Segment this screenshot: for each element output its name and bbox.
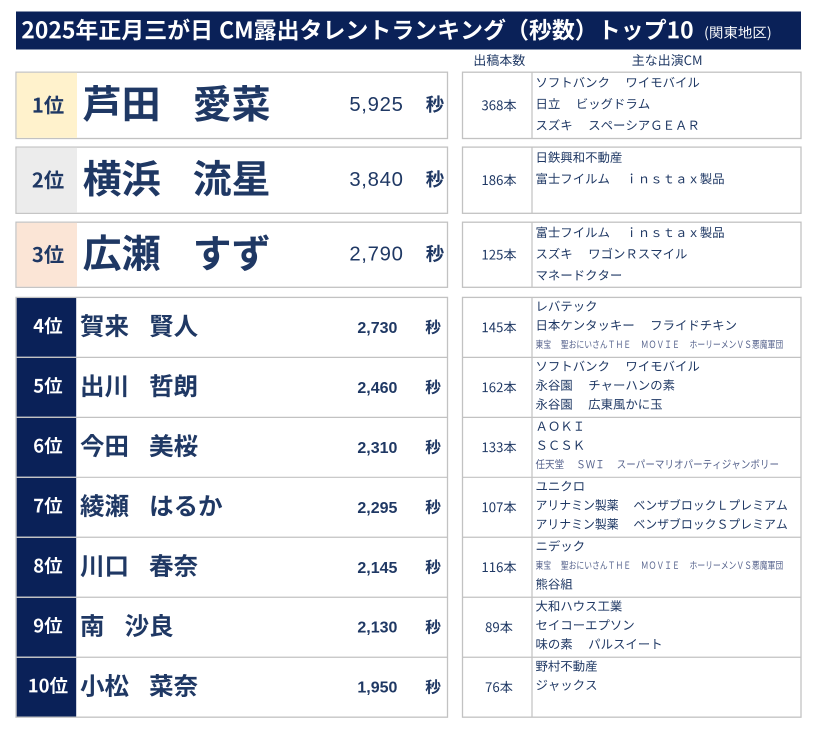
svg-text:2,730: 2,730 [357,320,397,337]
svg-text:5,925: 5,925 [349,94,403,116]
svg-text:2,460: 2,460 [357,380,397,397]
svg-text:2,310: 2,310 [357,440,397,457]
svg-text:2,790: 2,790 [349,243,403,265]
svg-text:1,950: 1,950 [357,680,397,697]
svg-text:2,130: 2,130 [357,620,397,637]
svg-text:3,840: 3,840 [349,169,403,191]
svg-text:2,145: 2,145 [357,560,397,577]
svg-text:2,295: 2,295 [357,500,397,517]
